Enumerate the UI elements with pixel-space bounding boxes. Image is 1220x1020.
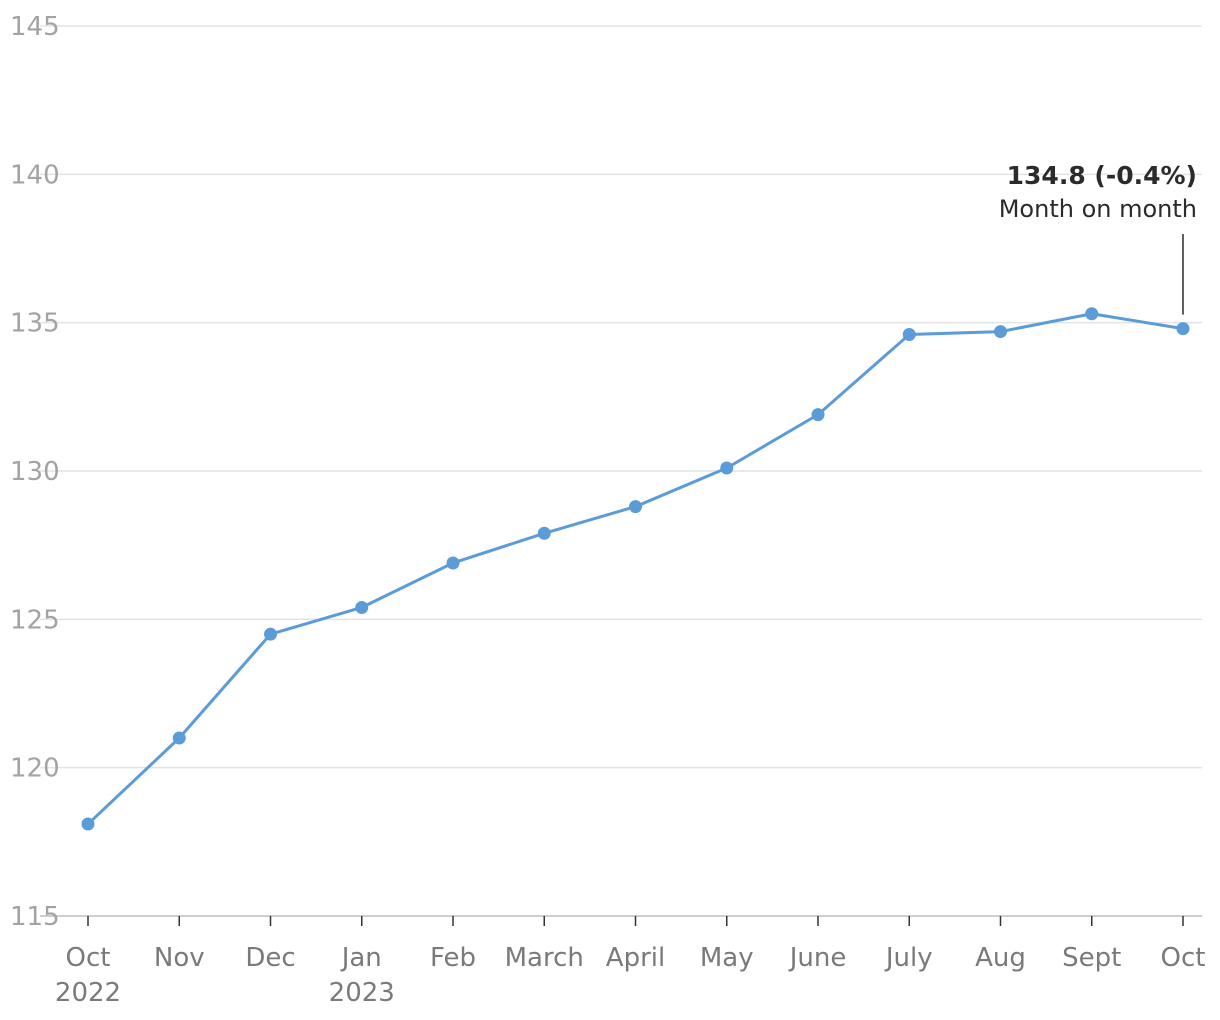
y-tick-label: 145 xyxy=(10,12,60,42)
x-tick-label: Oct xyxy=(1161,943,1206,973)
y-tick-label: 115 xyxy=(10,902,60,932)
annotation: 134.8 (-0.4%) Month on month xyxy=(999,161,1197,315)
y-tick-label: 120 xyxy=(10,754,60,784)
data-point[interactable] xyxy=(720,461,734,475)
x-tick-label: March xyxy=(505,943,584,973)
x-tick-label: Jan xyxy=(340,943,382,973)
y-tick-label: 125 xyxy=(10,605,60,635)
x-tick-label: April xyxy=(606,943,665,973)
y-tick-label: 135 xyxy=(10,309,60,339)
data-point[interactable] xyxy=(355,600,369,614)
y-tick-label: 140 xyxy=(10,160,60,190)
x-tick-label: Dec xyxy=(245,943,295,973)
annotation-value: 134.8 (-0.4%) xyxy=(1007,161,1197,190)
x-axis: Oct 2022 Nov Dec Jan 2023 Feb March April May June… xyxy=(55,916,1206,1008)
data-point[interactable] xyxy=(81,817,95,831)
gridlines xyxy=(40,25,1202,917)
data-point[interactable] xyxy=(172,731,186,745)
data-point[interactable] xyxy=(629,500,642,514)
series xyxy=(81,307,1190,831)
data-point[interactable] xyxy=(1176,322,1190,336)
data-point[interactable] xyxy=(446,556,460,570)
x-tick-label: May xyxy=(700,943,754,973)
x-tick-year-label: 2023 xyxy=(329,978,395,1008)
data-point[interactable] xyxy=(537,526,551,540)
series-line xyxy=(86,312,1185,826)
y-axis: 115 120 125 130 135 140 145 xyxy=(10,12,60,932)
annotation-subtitle: Month on month xyxy=(999,195,1197,223)
x-tick-label: June xyxy=(788,943,847,973)
x-tick-label: Feb xyxy=(430,943,476,973)
y-tick-label: 130 xyxy=(10,457,60,487)
x-tick-label: July xyxy=(884,943,933,973)
data-point[interactable] xyxy=(902,328,916,342)
data-point[interactable] xyxy=(811,408,825,422)
x-tick-label: Oct xyxy=(66,943,111,973)
data-point[interactable] xyxy=(264,627,277,641)
x-tick-label: Sept xyxy=(1062,943,1121,973)
x-tick-label: Aug xyxy=(975,943,1026,973)
x-tick-label: Nov xyxy=(154,943,205,973)
data-point[interactable] xyxy=(994,325,1007,339)
x-tick-year-label: 2022 xyxy=(55,978,121,1008)
data-point[interactable] xyxy=(1085,307,1099,321)
